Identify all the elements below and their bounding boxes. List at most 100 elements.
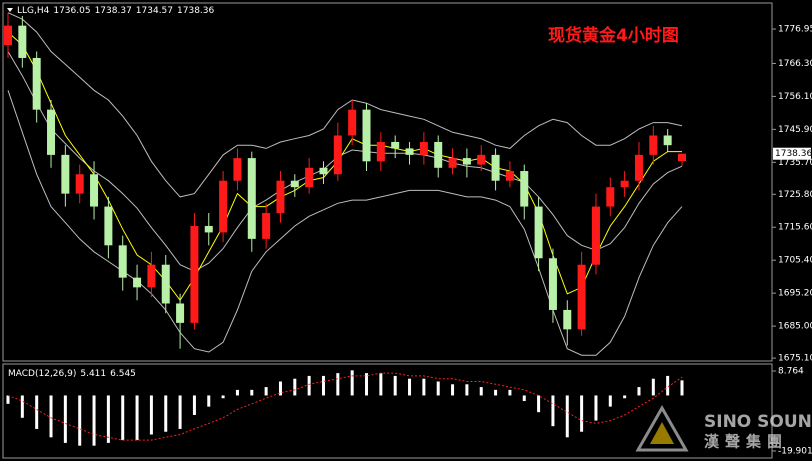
macd-bar [192, 395, 196, 415]
macd-tick-label: -19.901 [778, 446, 812, 456]
macd-bar [6, 395, 10, 404]
candle-body [90, 174, 99, 207]
candle-body [61, 154, 70, 194]
header-open: 1736.05 [53, 6, 90, 16]
candle-body [276, 180, 285, 214]
overlay-line [7, 51, 683, 272]
candle-body [362, 109, 371, 162]
candle-body [247, 158, 256, 239]
candle-body [104, 206, 113, 246]
macd-bar [436, 381, 440, 396]
watermark: SINO SOUND 漢聲集團 [635, 404, 812, 452]
current-price-label: 1738.36 [775, 149, 812, 159]
candle-body [204, 225, 213, 233]
candle-body [190, 225, 199, 323]
candle-body [348, 109, 357, 136]
candle-body [376, 141, 385, 162]
header-close: 1738.36 [177, 6, 214, 16]
macd-hist-last: 5.411 [80, 369, 106, 379]
macd-bar [149, 395, 153, 435]
candle-body [663, 135, 672, 146]
macd-bar [565, 395, 569, 438]
macd-bar [651, 378, 655, 396]
candle-body [176, 303, 185, 323]
macd-bar [666, 375, 670, 396]
macd-bar [537, 395, 541, 413]
macd-bar [135, 395, 139, 441]
candle-body [448, 158, 457, 168]
macd-bar [293, 378, 297, 396]
overlay-line [7, 12, 683, 198]
candle-body [649, 135, 658, 155]
price-panel [2, 2, 773, 362]
y-tick-label: 1675.10 [778, 354, 812, 364]
macd-bar [680, 380, 684, 396]
y-tick-label: 1685.00 [778, 322, 812, 332]
macd-bar [63, 395, 67, 443]
macd-bar [637, 387, 641, 396]
candle-body [477, 154, 486, 165]
y-tick-label: 1776.95 [778, 25, 812, 35]
watermark-logo [635, 404, 689, 452]
y-tick-label: 1715.60 [778, 223, 812, 233]
macd-bar [580, 395, 584, 432]
macd-signal-last: 6.545 [110, 369, 136, 379]
macd-bar [623, 395, 627, 399]
symbol-header: LLG,H4 1736.05 1738.37 1734.57 1738.36 [17, 6, 215, 16]
candle-body [520, 171, 529, 207]
watermark-brand-cn: 漢聲集團 [704, 433, 788, 451]
macd-bar [522, 395, 526, 402]
header-high: 1738.37 [95, 6, 132, 16]
candle-body [161, 264, 170, 304]
macd-bar [92, 395, 96, 446]
macd-bar [250, 389, 254, 396]
candle-body [620, 180, 629, 188]
macd-bar [207, 395, 211, 407]
watermark-brand: SINO SOUND [704, 412, 812, 432]
macd-bar [264, 387, 268, 396]
macd-bar [365, 373, 369, 396]
macd-bar [350, 370, 354, 396]
y-tick-label: 1695.20 [778, 289, 812, 299]
candle-body [405, 148, 414, 155]
candle-body [118, 245, 127, 278]
candle-body [290, 180, 299, 188]
candle-body [577, 264, 586, 330]
macd-tick-label: 8.764 [778, 366, 804, 376]
macd-bar [221, 395, 225, 399]
macd-bar [307, 375, 311, 396]
y-tick-label: 1725.80 [778, 190, 812, 200]
macd-bar [422, 378, 426, 396]
macd-bar [408, 378, 412, 396]
macd-bar [336, 373, 340, 396]
candle-body [305, 167, 314, 188]
macd-bar [106, 395, 110, 443]
candle-body [563, 309, 572, 330]
candle-body [591, 206, 600, 265]
y-tick-label: 1756.10 [778, 92, 812, 102]
macd-bar [278, 381, 282, 396]
macd-bar [35, 395, 39, 429]
candle-body [548, 258, 557, 310]
macd-bar [451, 384, 455, 396]
candle-body [219, 180, 228, 233]
candle-body [606, 187, 615, 207]
candle-body [75, 174, 84, 194]
candle-body [462, 158, 471, 165]
macd-bar [121, 395, 125, 441]
y-tick-label: 1745.90 [778, 125, 812, 135]
header-low: 1734.57 [136, 6, 173, 16]
macd-bar [594, 395, 598, 421]
candle-body [333, 135, 342, 175]
y-tick-label: 1705.40 [778, 256, 812, 266]
y-tick-label: 1735.70 [778, 158, 812, 168]
candle-body [47, 109, 56, 155]
chart-title: 现货黄金4小时图 [548, 25, 679, 46]
macd-signal [7, 372, 683, 441]
symbol: LLG,H4 [17, 6, 50, 16]
macd-bar [379, 373, 383, 396]
macd-bar [49, 395, 53, 438]
candle-body [678, 153, 686, 162]
watermark-logo-inner [650, 422, 674, 444]
